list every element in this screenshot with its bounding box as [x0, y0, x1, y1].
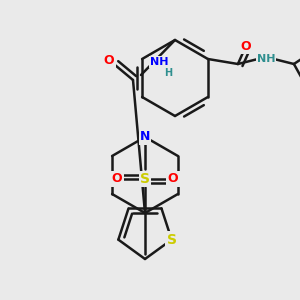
Text: H: H [164, 68, 172, 78]
Text: O: O [104, 53, 114, 67]
Text: O: O [168, 172, 178, 185]
Text: O: O [112, 172, 122, 185]
Text: O: O [241, 40, 251, 52]
Text: S: S [140, 172, 150, 186]
Text: NH: NH [257, 54, 275, 64]
Text: N: N [140, 130, 150, 143]
Text: NH: NH [150, 57, 168, 67]
Text: S: S [167, 233, 177, 247]
